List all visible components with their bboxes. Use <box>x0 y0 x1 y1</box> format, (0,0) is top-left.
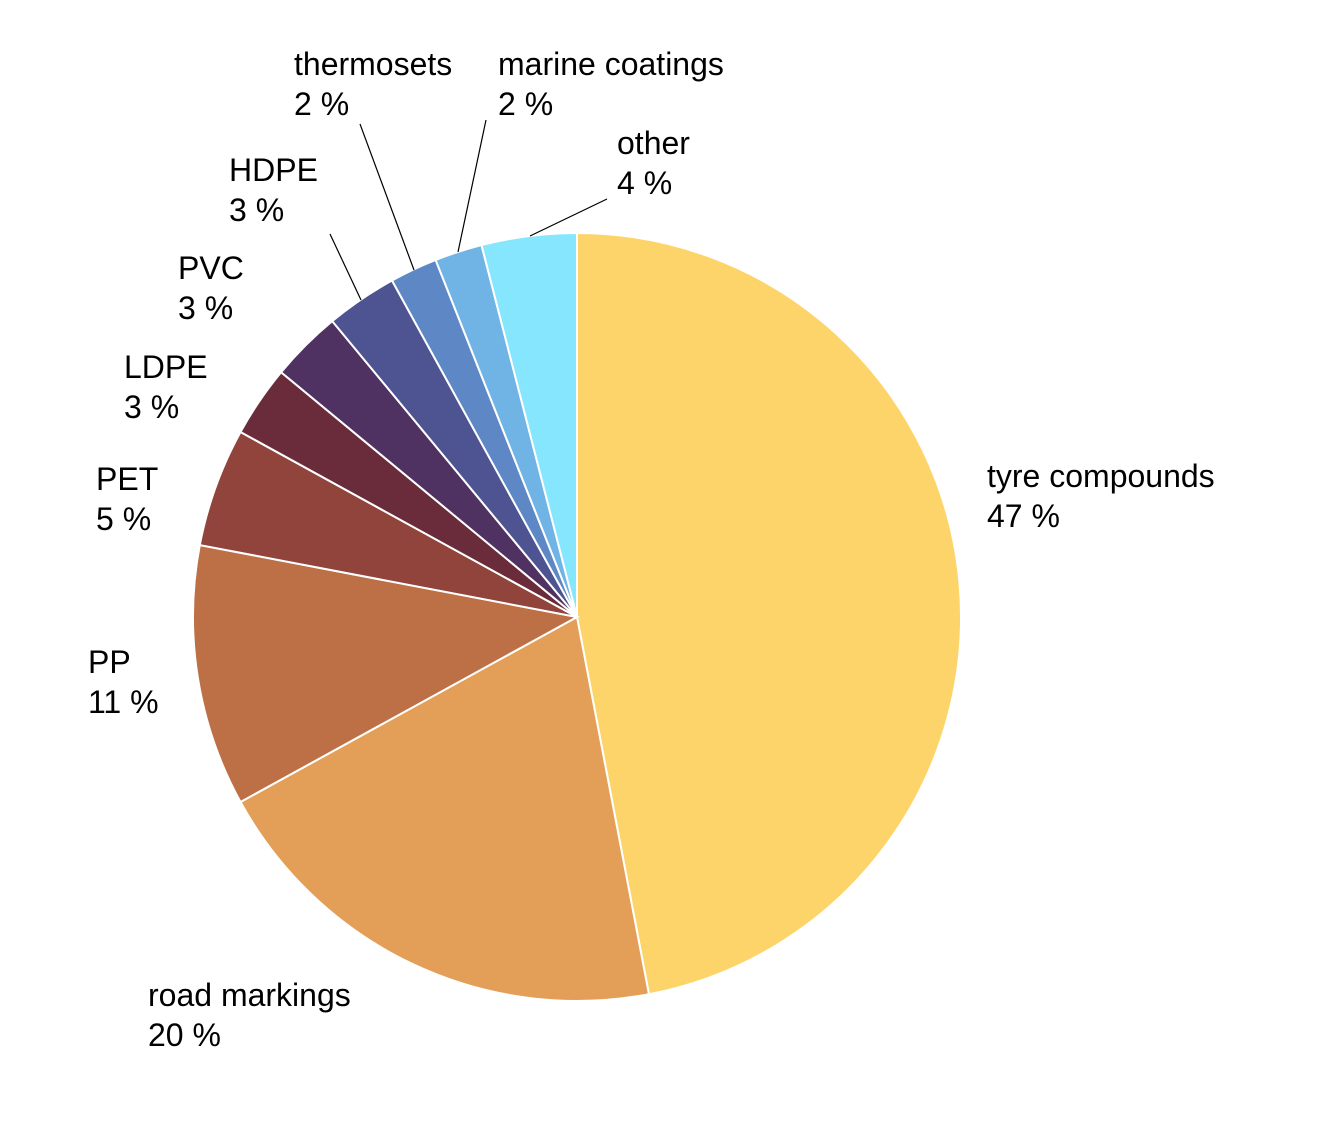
slice-label-name-ldpe: LDPE <box>124 349 208 385</box>
slice-label-name-hdpe: HDPE <box>229 152 318 188</box>
slice-label-name-pp: PP <box>88 644 131 680</box>
slice-label-value-marine-coatings: 2 % <box>498 86 553 122</box>
slice-label-name-thermosets: thermosets <box>294 46 452 82</box>
slice-label-value-hdpe: 3 % <box>229 192 284 228</box>
slice-label-value-pet: 5 % <box>96 501 151 537</box>
slice-label-value-other: 4 % <box>617 165 672 201</box>
leader-lines <box>329 119 608 301</box>
pie-slices <box>192 231 962 1002</box>
slice-label-name-pvc: PVC <box>178 250 244 286</box>
pie-slice-road-markings <box>239 615 651 1002</box>
slice-label-name-tyre-compounds: tyre compounds <box>987 458 1215 494</box>
slice-label-value-pp: 11 % <box>88 684 159 720</box>
slice-labels: tyre compounds 47 % road markings 20 % PP 11 … <box>88 46 1215 1053</box>
leader-line-marine-coatings <box>457 119 487 253</box>
slice-label-value-road-markings: 20 % <box>148 1017 221 1053</box>
pie-slice-other <box>480 231 578 618</box>
pie-slice-pp <box>192 543 580 804</box>
slice-label-name-pet: PET <box>96 461 158 497</box>
leader-line-other <box>529 198 608 237</box>
slice-label-value-thermosets: 2 % <box>294 86 349 122</box>
leader-line-thermosets <box>359 123 415 271</box>
slice-label-name-other: other <box>617 125 690 161</box>
leader-line-hdpe <box>329 233 362 301</box>
slice-label-name-marine-coatings: marine coatings <box>498 46 724 82</box>
slice-label-name-road-markings: road markings <box>148 977 351 1013</box>
slice-label-value-ldpe: 3 % <box>124 389 179 425</box>
slice-label-value-tyre-compounds: 47 % <box>987 498 1060 534</box>
slice-label-value-pvc: 3 % <box>178 290 233 326</box>
pie-slice-tyre-compounds <box>576 231 962 996</box>
